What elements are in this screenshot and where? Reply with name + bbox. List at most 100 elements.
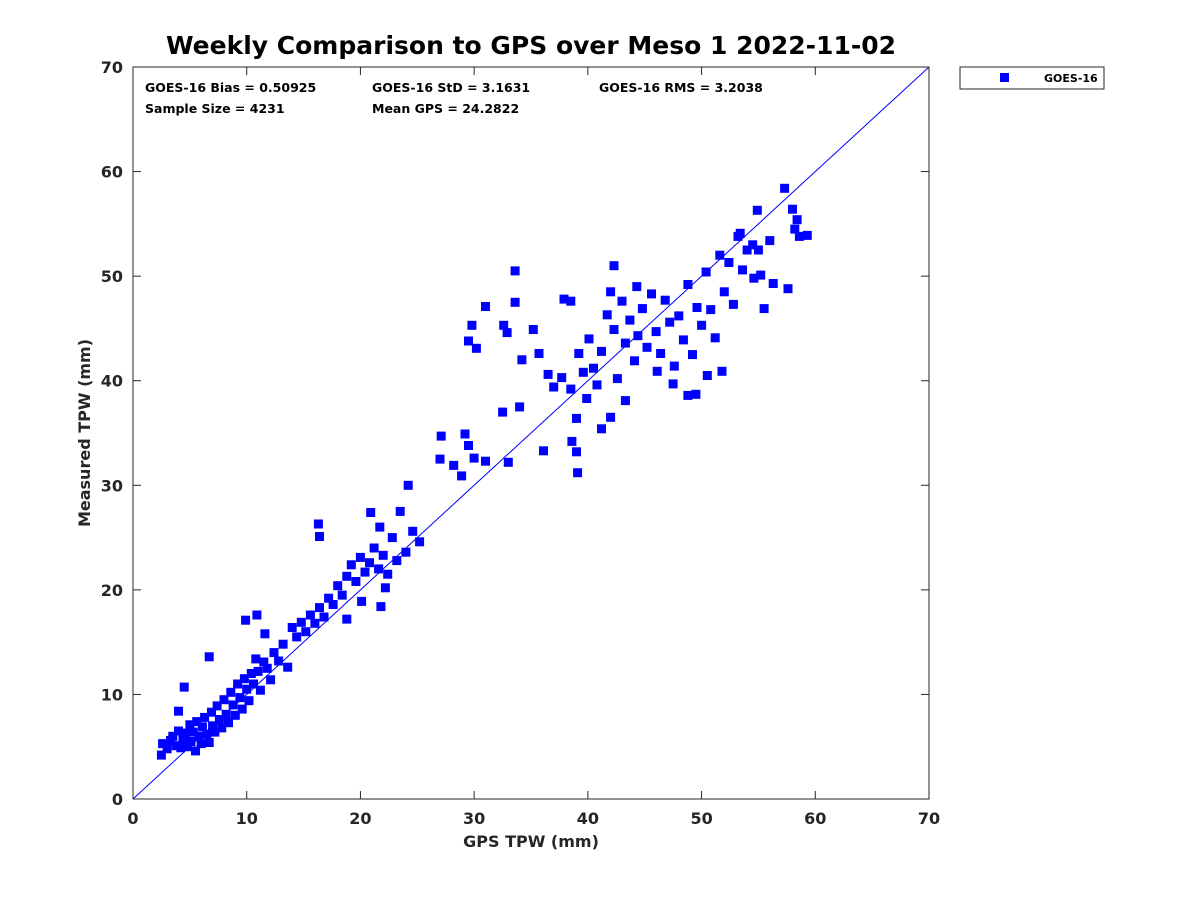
data-point bbox=[357, 596, 367, 606]
data-point bbox=[647, 289, 656, 299]
data-point bbox=[319, 612, 329, 622]
data-point bbox=[221, 709, 231, 719]
y-tick-label: 50 bbox=[101, 267, 123, 286]
data-point bbox=[792, 215, 802, 225]
data-point bbox=[296, 617, 306, 627]
data-point bbox=[278, 639, 288, 649]
data-point bbox=[162, 744, 172, 754]
data-point bbox=[449, 460, 459, 470]
data-point bbox=[790, 224, 800, 234]
std-stat: GOES-16 StD = 3.1631 bbox=[372, 80, 530, 95]
data-point bbox=[436, 431, 446, 441]
sample-size-stat: Sample Size = 4231 bbox=[145, 101, 285, 116]
data-point bbox=[768, 279, 778, 288]
data-point bbox=[502, 328, 512, 338]
y-tick-label: 20 bbox=[101, 581, 123, 600]
data-point bbox=[383, 569, 393, 579]
data-point bbox=[467, 320, 477, 330]
data-points bbox=[156, 183, 812, 760]
data-point bbox=[188, 727, 198, 737]
data-point bbox=[239, 674, 249, 684]
data-point bbox=[251, 654, 261, 664]
y-tick-label: 60 bbox=[101, 163, 123, 182]
data-point bbox=[567, 436, 577, 446]
data-point bbox=[606, 412, 616, 422]
data-point bbox=[528, 325, 538, 334]
data-point bbox=[403, 480, 413, 490]
data-point bbox=[230, 710, 240, 720]
data-point bbox=[252, 610, 262, 620]
y-tick-label: 10 bbox=[101, 685, 123, 704]
data-point bbox=[395, 506, 405, 516]
y-axis-ticks: 0 10 20 30 40 50 60 70 bbox=[101, 58, 929, 809]
data-point bbox=[253, 666, 263, 676]
data-point bbox=[333, 581, 343, 591]
data-point bbox=[481, 302, 490, 311]
data-point bbox=[749, 273, 759, 283]
data-point bbox=[212, 701, 222, 711]
x-tick-label: 10 bbox=[236, 809, 258, 828]
data-point bbox=[633, 331, 643, 341]
data-point bbox=[246, 669, 256, 678]
data-point bbox=[539, 446, 548, 456]
legend: GOES-16 bbox=[959, 66, 1105, 90]
data-point bbox=[678, 335, 688, 345]
x-tick-label: 0 bbox=[127, 809, 138, 828]
data-point bbox=[706, 305, 716, 315]
data-point bbox=[179, 682, 189, 692]
data-point bbox=[697, 320, 707, 330]
data-point bbox=[183, 742, 193, 752]
data-point bbox=[202, 729, 212, 739]
chart-title: Weekly Comparison to GPS over Meso 1 202… bbox=[166, 31, 896, 60]
data-point bbox=[204, 652, 214, 662]
data-point bbox=[180, 728, 190, 738]
x-tick-label: 20 bbox=[349, 809, 371, 828]
data-point bbox=[415, 537, 425, 547]
data-point bbox=[612, 374, 622, 384]
data-point bbox=[374, 564, 384, 574]
x-tick-label: 30 bbox=[463, 809, 485, 828]
data-point bbox=[688, 350, 697, 360]
data-point bbox=[174, 706, 183, 716]
y-axis-label: Measured TPW (mm) bbox=[75, 339, 94, 527]
data-point bbox=[204, 738, 214, 747]
data-point bbox=[515, 402, 525, 412]
data-point bbox=[728, 299, 738, 309]
data-point bbox=[262, 663, 272, 673]
data-point bbox=[471, 343, 481, 353]
data-point bbox=[780, 183, 790, 193]
data-point bbox=[578, 367, 588, 377]
data-point bbox=[310, 618, 320, 628]
data-point bbox=[701, 267, 711, 277]
data-point bbox=[738, 265, 747, 275]
data-point bbox=[168, 731, 178, 741]
data-point bbox=[214, 715, 224, 724]
data-point bbox=[158, 739, 168, 749]
data-point bbox=[702, 371, 712, 380]
data-point bbox=[380, 583, 390, 593]
data-point bbox=[683, 390, 693, 400]
data-point bbox=[674, 311, 684, 321]
data-point bbox=[241, 615, 251, 625]
data-point bbox=[592, 380, 602, 390]
data-point bbox=[237, 704, 247, 714]
data-point bbox=[200, 712, 210, 722]
data-point bbox=[642, 342, 652, 352]
data-point bbox=[597, 346, 606, 356]
data-point bbox=[783, 284, 793, 294]
data-point bbox=[543, 369, 553, 379]
data-point bbox=[559, 294, 569, 304]
data-point bbox=[387, 533, 397, 543]
data-point bbox=[574, 349, 584, 358]
data-point bbox=[620, 396, 630, 406]
data-point bbox=[342, 571, 352, 581]
data-point bbox=[756, 270, 766, 280]
data-point bbox=[602, 310, 612, 320]
data-point bbox=[620, 338, 630, 348]
data-point bbox=[174, 726, 183, 736]
data-point bbox=[228, 700, 238, 710]
data-point bbox=[517, 355, 527, 365]
data-point bbox=[651, 327, 661, 337]
data-point bbox=[315, 532, 324, 541]
